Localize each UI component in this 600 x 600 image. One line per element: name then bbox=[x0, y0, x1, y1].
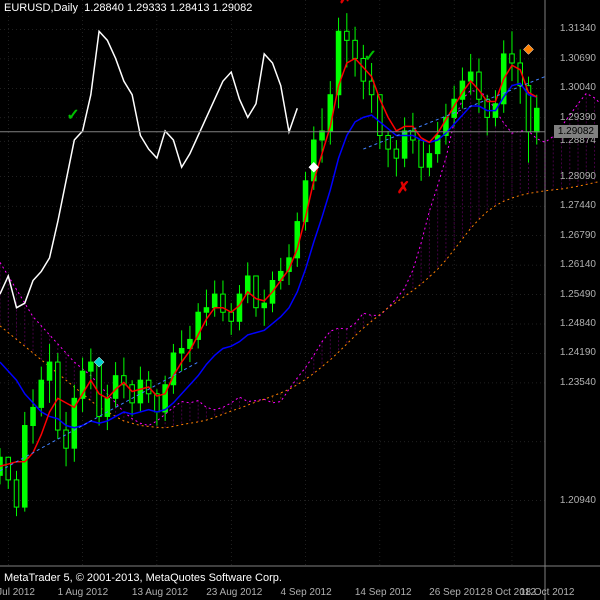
chart-header: EURUSD,Daily 1.28840 1.29333 1.28413 1.2… bbox=[4, 2, 252, 14]
chart-container[interactable]: EURUSD,Daily 1.28840 1.29333 1.28413 1.2… bbox=[0, 0, 600, 600]
y-axis-label: 1.20940 bbox=[560, 495, 596, 506]
y-axis-label: 1.28090 bbox=[560, 171, 596, 182]
y-axis-label: 1.30040 bbox=[560, 82, 596, 93]
y-axis-label: 1.24840 bbox=[560, 318, 596, 329]
current-price-marker: 1.29082 bbox=[554, 125, 598, 138]
x-axis-label: 14 Sep 2012 bbox=[355, 587, 412, 598]
y-axis-label: 1.30690 bbox=[560, 53, 596, 64]
chart-svg bbox=[0, 0, 600, 600]
y-axis-label: 1.31340 bbox=[560, 23, 596, 34]
x-axis-label: 1 Aug 2012 bbox=[58, 587, 109, 598]
chart-footer: MetaTrader 5, © 2001-2013, MetaQuotes So… bbox=[4, 572, 282, 584]
x-axis-label: 13 Aug 2012 bbox=[132, 587, 188, 598]
y-axis-label: 1.29390 bbox=[560, 112, 596, 123]
check-marker: ✓ bbox=[66, 105, 79, 125]
y-axis-label: 1.26790 bbox=[560, 230, 596, 241]
y-axis-label: 1.27440 bbox=[560, 200, 596, 211]
x-axis-label: 18 Oct 2012 bbox=[520, 587, 574, 598]
y-axis-label: 1.24190 bbox=[560, 347, 596, 358]
y-axis-label: 1.25490 bbox=[560, 289, 596, 300]
x-axis-label: 26 Sep 2012 bbox=[429, 587, 486, 598]
y-axis-label: 1.23540 bbox=[560, 377, 596, 388]
x-axis-label: 4 Sep 2012 bbox=[281, 587, 332, 598]
cross-marker: ✗ bbox=[397, 178, 410, 198]
x-axis-label: 20 Jul 2012 bbox=[0, 587, 35, 598]
check-marker: ✓ bbox=[364, 46, 377, 66]
cross-marker: ✗ bbox=[339, 0, 352, 8]
chart-quotes: 1.28840 1.29333 1.28413 1.29082 bbox=[84, 2, 252, 14]
chart-symbol: EURUSD,Daily bbox=[4, 2, 78, 14]
x-axis-label: 23 Aug 2012 bbox=[206, 587, 262, 598]
y-axis-label: 1.26140 bbox=[560, 259, 596, 270]
